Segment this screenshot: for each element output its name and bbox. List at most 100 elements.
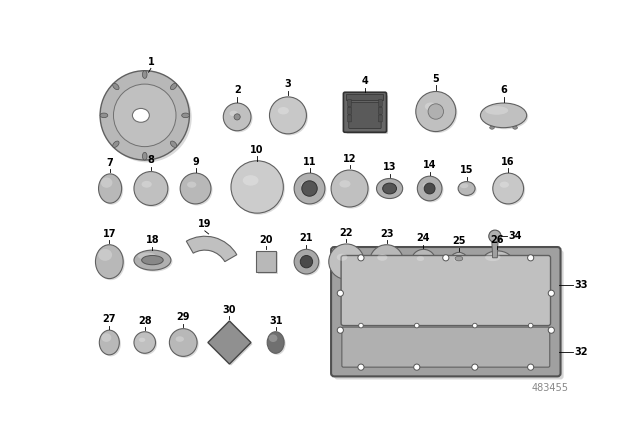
- Ellipse shape: [100, 113, 108, 118]
- FancyBboxPatch shape: [348, 115, 351, 122]
- Ellipse shape: [101, 332, 121, 356]
- Circle shape: [223, 103, 251, 131]
- Circle shape: [300, 255, 312, 268]
- Circle shape: [302, 181, 317, 196]
- Circle shape: [548, 327, 554, 333]
- Ellipse shape: [455, 256, 463, 261]
- Circle shape: [271, 99, 308, 135]
- Circle shape: [180, 173, 211, 204]
- Circle shape: [113, 84, 176, 146]
- Circle shape: [231, 161, 284, 213]
- Ellipse shape: [417, 256, 424, 261]
- Circle shape: [443, 255, 449, 261]
- Ellipse shape: [500, 181, 509, 188]
- Ellipse shape: [99, 330, 119, 355]
- FancyBboxPatch shape: [348, 107, 351, 114]
- Circle shape: [358, 323, 364, 328]
- FancyBboxPatch shape: [331, 247, 561, 376]
- Ellipse shape: [300, 256, 307, 261]
- Ellipse shape: [460, 183, 477, 197]
- Ellipse shape: [513, 126, 517, 129]
- Ellipse shape: [377, 254, 387, 261]
- Circle shape: [269, 97, 307, 134]
- FancyBboxPatch shape: [378, 99, 382, 107]
- Circle shape: [296, 251, 320, 276]
- Ellipse shape: [100, 176, 123, 205]
- Text: 26: 26: [491, 235, 504, 245]
- Circle shape: [411, 250, 436, 274]
- Circle shape: [417, 93, 458, 133]
- Ellipse shape: [482, 251, 513, 272]
- Ellipse shape: [170, 83, 177, 90]
- Ellipse shape: [454, 258, 460, 261]
- Ellipse shape: [383, 183, 397, 194]
- FancyBboxPatch shape: [346, 94, 383, 100]
- Circle shape: [234, 114, 240, 120]
- Text: 10: 10: [250, 145, 264, 155]
- Ellipse shape: [301, 181, 310, 188]
- Wedge shape: [186, 236, 237, 262]
- Circle shape: [417, 176, 442, 201]
- Ellipse shape: [101, 333, 111, 342]
- Ellipse shape: [485, 254, 500, 261]
- Ellipse shape: [141, 181, 152, 188]
- Text: 31: 31: [269, 315, 282, 326]
- Circle shape: [493, 173, 524, 204]
- FancyBboxPatch shape: [346, 95, 388, 134]
- FancyBboxPatch shape: [344, 92, 387, 132]
- Circle shape: [136, 173, 170, 207]
- Circle shape: [100, 71, 189, 160]
- Text: 7: 7: [107, 158, 113, 168]
- Ellipse shape: [143, 71, 147, 78]
- Ellipse shape: [269, 336, 277, 342]
- Text: 27: 27: [102, 314, 116, 324]
- Circle shape: [472, 323, 477, 328]
- Ellipse shape: [425, 103, 437, 111]
- Circle shape: [489, 230, 501, 242]
- Circle shape: [428, 104, 444, 119]
- Circle shape: [358, 364, 364, 370]
- Ellipse shape: [481, 103, 527, 128]
- FancyBboxPatch shape: [258, 252, 278, 274]
- Circle shape: [424, 183, 435, 194]
- Text: 8: 8: [147, 155, 154, 165]
- FancyBboxPatch shape: [257, 251, 276, 272]
- Circle shape: [415, 323, 419, 328]
- Circle shape: [330, 246, 365, 281]
- Text: 28: 28: [138, 315, 152, 326]
- Ellipse shape: [175, 336, 184, 342]
- Circle shape: [416, 91, 456, 132]
- Ellipse shape: [243, 175, 259, 185]
- Text: 13: 13: [383, 162, 396, 172]
- Ellipse shape: [113, 83, 119, 90]
- Circle shape: [527, 255, 534, 261]
- Circle shape: [413, 251, 437, 276]
- Circle shape: [419, 178, 444, 202]
- Ellipse shape: [98, 249, 112, 261]
- Text: 6: 6: [500, 85, 507, 95]
- Circle shape: [472, 364, 478, 370]
- Ellipse shape: [339, 180, 351, 188]
- Text: 33: 33: [575, 280, 588, 289]
- Circle shape: [337, 290, 344, 296]
- Text: 15: 15: [460, 165, 474, 176]
- Circle shape: [182, 175, 212, 206]
- FancyBboxPatch shape: [348, 99, 351, 107]
- Circle shape: [134, 332, 156, 353]
- FancyBboxPatch shape: [378, 107, 382, 114]
- Ellipse shape: [138, 253, 156, 260]
- Text: 12: 12: [343, 154, 356, 164]
- Circle shape: [369, 245, 403, 279]
- FancyBboxPatch shape: [349, 102, 381, 129]
- Ellipse shape: [269, 334, 277, 342]
- Polygon shape: [209, 323, 253, 366]
- Polygon shape: [492, 242, 498, 258]
- Text: 16: 16: [501, 157, 515, 167]
- Circle shape: [371, 246, 405, 280]
- Text: 9: 9: [192, 157, 199, 167]
- Text: 24: 24: [417, 233, 430, 243]
- FancyBboxPatch shape: [342, 327, 550, 367]
- Ellipse shape: [484, 252, 515, 274]
- Ellipse shape: [113, 141, 119, 147]
- Ellipse shape: [337, 254, 348, 261]
